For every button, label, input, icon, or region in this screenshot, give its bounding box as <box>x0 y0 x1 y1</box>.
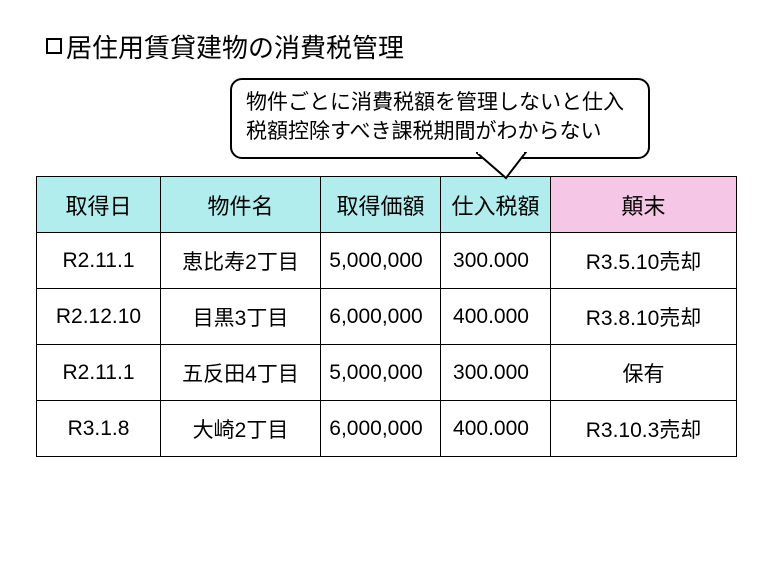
col-header-property: 物件名 <box>161 177 321 233</box>
table-header-row: 取得日 物件名 取得価額 仕入税額 顛末 <box>37 177 737 233</box>
col-header-acq-date: 取得日 <box>37 177 161 233</box>
cell-price: 5,000,000 <box>321 345 441 401</box>
cell-outcome: 保有 <box>551 345 737 401</box>
col-header-price: 取得価額 <box>321 177 441 233</box>
table-row: R3.1.8 大崎2丁目 6,000,000 400.000 R3.10.3売却 <box>37 401 737 457</box>
cell-property: 五反田4丁目 <box>161 345 321 401</box>
page-title: 居住用賃貸建物の消費税管理 <box>66 28 404 65</box>
cell-tax: 400.000 <box>441 289 551 345</box>
cell-price: 6,000,000 <box>321 401 441 457</box>
cell-property: 目黒3丁目 <box>161 289 321 345</box>
property-table: 取得日 物件名 取得価額 仕入税額 顛末 R2.11.1 恵比寿2丁目 5,00… <box>36 176 737 457</box>
table-row: R2.11.1 五反田4丁目 5,000,000 300.000 保有 <box>37 345 737 401</box>
cell-price: 6,000,000 <box>321 289 441 345</box>
cell-acq-date: R2.11.1 <box>37 345 161 401</box>
title-bullet-icon <box>46 38 62 54</box>
table-row: R2.12.10 目黒3丁目 6,000,000 400.000 R3.8.10… <box>37 289 737 345</box>
col-header-tax: 仕入税額 <box>441 177 551 233</box>
cell-tax: 300.000 <box>441 345 551 401</box>
cell-tax: 400.000 <box>441 401 551 457</box>
cell-acq-date: R2.11.1 <box>37 233 161 289</box>
cell-property: 大崎2丁目 <box>161 401 321 457</box>
col-header-outcome: 顛末 <box>551 177 737 233</box>
cell-outcome: R3.5.10売却 <box>551 233 737 289</box>
cell-acq-date: R3.1.8 <box>37 401 161 457</box>
cell-tax: 300.000 <box>441 233 551 289</box>
cell-property: 恵比寿2丁目 <box>161 233 321 289</box>
cell-outcome: R3.8.10売却 <box>551 289 737 345</box>
cell-outcome: R3.10.3売却 <box>551 401 737 457</box>
callout-text: 物件ごとに消費税額を管理しないと仕入税額控除すべき課税期間がわからない <box>246 91 624 143</box>
page-title-row: 居住用賃貸建物の消費税管理 <box>46 28 404 65</box>
cell-price: 5,000,000 <box>321 233 441 289</box>
table-row: R2.11.1 恵比寿2丁目 5,000,000 300.000 R3.5.10… <box>37 233 737 289</box>
cell-acq-date: R2.12.10 <box>37 289 161 345</box>
callout-box: 物件ごとに消費税額を管理しないと仕入税額控除すべき課税期間がわからない <box>230 78 650 159</box>
